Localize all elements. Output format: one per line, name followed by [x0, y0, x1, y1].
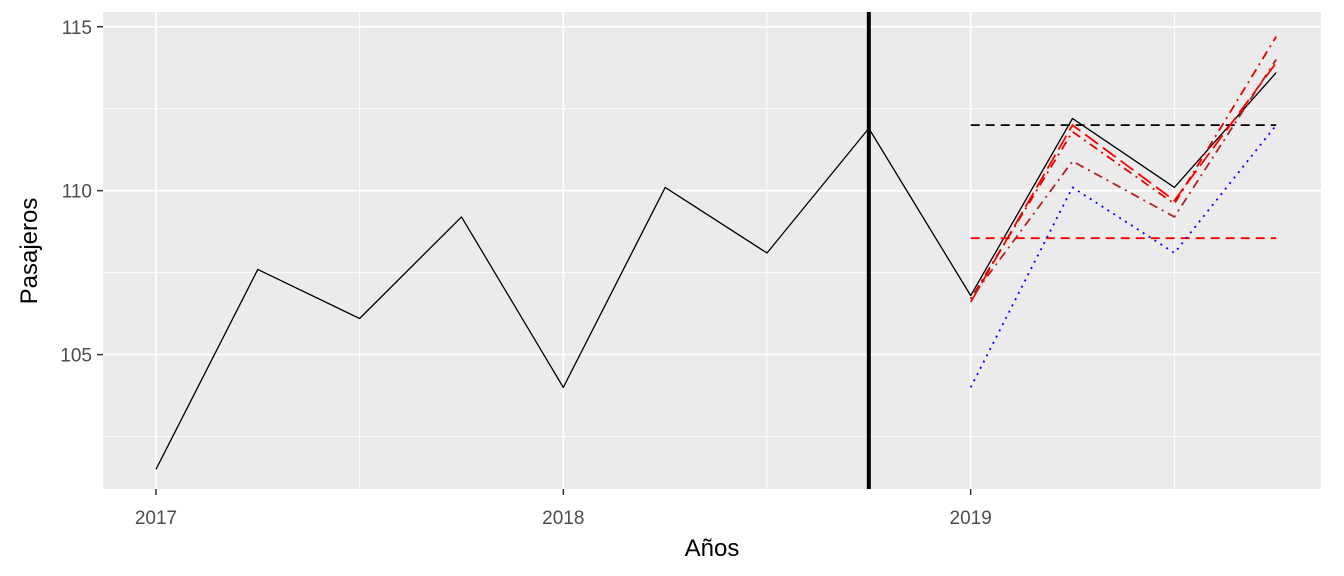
x-tick-label: 2019	[950, 508, 992, 529]
x-tick-label: 2018	[542, 508, 584, 529]
series-line-7	[969, 59, 1277, 300]
series-line-1	[155, 72, 1277, 470]
y-tick-label: 105	[60, 346, 92, 367]
major-gridlines	[103, 12, 1321, 489]
series-line-4	[969, 124, 1277, 388]
y-tick-label: 110	[62, 182, 92, 203]
axis-ticks: 2017 2018 2019 105 110 115	[60, 18, 992, 529]
series-layer	[155, 36, 1277, 470]
y-tick-label: 115	[62, 18, 92, 39]
x-axis-title: Años	[685, 535, 740, 562]
x-tick-label: 2017	[135, 508, 177, 529]
y-axis-title: Pasajeros	[16, 198, 43, 305]
plot-panel	[103, 12, 1321, 489]
minor-gridlines	[103, 12, 1321, 489]
series-line-6	[969, 36, 1277, 300]
